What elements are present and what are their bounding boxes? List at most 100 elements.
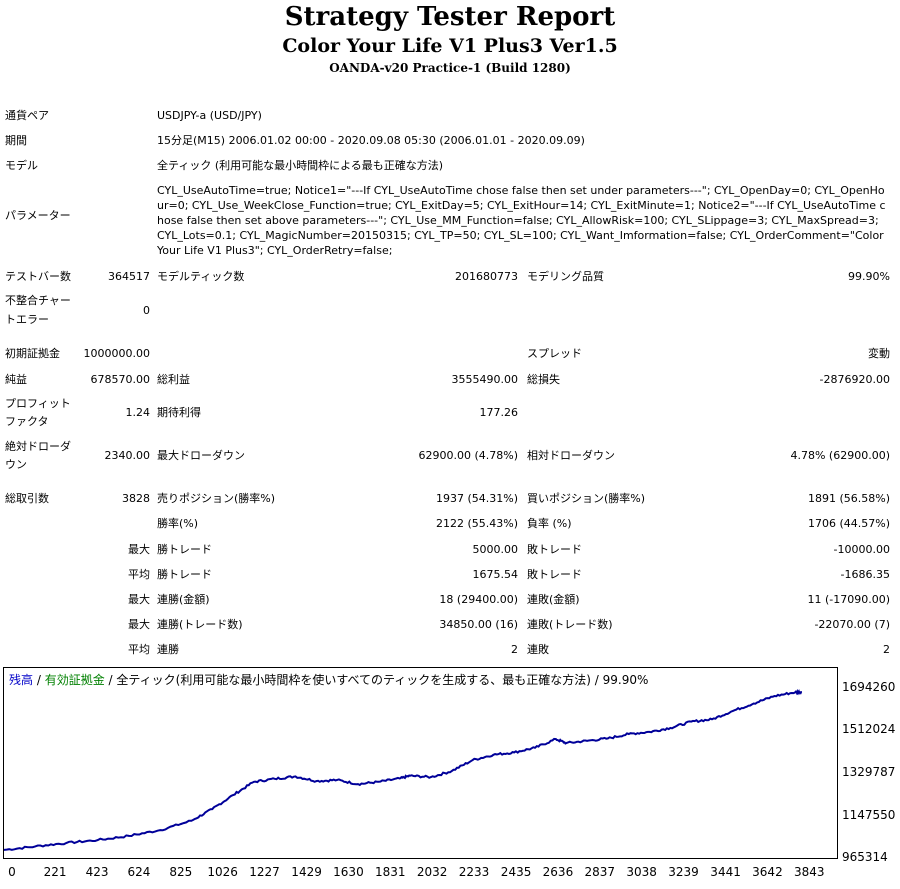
max-prefix-1: 最大 — [128, 593, 150, 606]
deposit-value: 1000000.00 — [83, 347, 150, 360]
largest-win-value: 5000.00 — [472, 543, 519, 556]
largest-prefix: 最大 — [128, 543, 150, 556]
balance-point — [294, 775, 297, 778]
x-tick-label: 3843 — [794, 865, 825, 879]
x-tick-label: 1026 — [207, 865, 238, 879]
x-tick-label: 221 — [43, 865, 67, 879]
total-trades-value: 3828 — [122, 492, 150, 505]
legend-separator: / — [104, 673, 117, 687]
report-subtitle: Color Your Life V1 Plus3 Ver1.5 — [282, 35, 618, 57]
balance-point — [565, 742, 568, 744]
avg-prefix-2: 平均 — [128, 643, 150, 656]
x-tick-label: 1227 — [249, 865, 280, 879]
x-tick-label: 3239 — [668, 865, 699, 879]
bars-value: 364517 — [108, 270, 150, 283]
balance-point — [555, 738, 557, 740]
mismatch-value: 0 — [143, 304, 150, 317]
chart-legend: 残高 / 有効証拠金 / 全ティック(利用可能な最小時間枠を使いすべてのティック… — [9, 672, 648, 688]
balance-point — [752, 702, 755, 705]
legend-balance: 残高 — [9, 673, 34, 687]
avg-cons-losses-value: 2 — [883, 643, 890, 656]
max-cons-profit-value: 34850.00 (16) — [439, 618, 518, 631]
balance-point — [800, 691, 802, 693]
largest-win-label: 勝トレード — [157, 543, 212, 556]
rel-dd-label: 相対ドローダウン — [527, 449, 615, 462]
symbol-value: USDJPY-a (USD/JPY) — [157, 109, 262, 122]
rel-dd-value: 4.78% (62900.00) — [790, 449, 890, 462]
max-cons-losses-value: 11 (-17090.00) — [807, 593, 890, 606]
long-value: 1891 (56.58%) — [807, 492, 890, 505]
balance-point — [357, 783, 359, 785]
balance-point — [4, 849, 5, 851]
abs-dd-label-2: ウン — [5, 458, 27, 471]
balance-series-line — [4, 688, 803, 851]
balance-point — [471, 759, 474, 761]
x-tick-label: 825 — [169, 865, 193, 879]
largest-loss-label: 敗トレード — [527, 543, 582, 556]
ticks-value: 201680773 — [455, 270, 518, 283]
chart-plot — [4, 688, 803, 851]
spread-value: 変動 — [868, 347, 890, 360]
avg-cons-losses-label: 連敗 — [527, 643, 549, 656]
net-value: 678570.00 — [90, 373, 151, 386]
y-tick-label: 1329787 — [842, 765, 896, 779]
abs-dd-value: 2340.00 — [104, 449, 151, 462]
pf-value: 1.24 — [125, 406, 151, 419]
params-value: CYL_UseAutoTime=true; Notice1="---If CYL… — [157, 184, 886, 257]
balance-point — [336, 779, 339, 781]
balance-point — [534, 747, 536, 749]
avg-win-value: 1675.54 — [472, 568, 519, 581]
max-cons-profit-label: 連勝(トレード数) — [157, 618, 243, 631]
balance-point — [34, 845, 36, 848]
y-tick-label: 1694260 — [842, 680, 896, 694]
win-rate-value: 2122 (55.43%) — [435, 517, 518, 530]
balance-point — [732, 710, 734, 712]
long-label: 買いポジション(勝率%) — [527, 492, 646, 505]
balance-point — [430, 776, 432, 778]
balance-point — [273, 778, 276, 780]
bars-label: テストバー数 — [5, 270, 71, 283]
expected-label: 期待利得 — [157, 406, 201, 419]
deposit-label: 初期証拠金 — [5, 347, 60, 360]
largest-loss-value: -10000.00 — [833, 543, 890, 556]
balance-point — [773, 695, 776, 697]
x-tick-label: 3642 — [752, 865, 783, 879]
x-tick-label: 423 — [85, 865, 109, 879]
balance-point — [65, 842, 68, 844]
x-tick-label: 1831 — [375, 865, 406, 879]
pf-label-1: プロフィット — [5, 397, 71, 410]
max-cons-loss-label: 連敗(トレード数) — [527, 618, 613, 631]
period-label: 期間 — [5, 134, 27, 147]
gross-loss-value: -2876920.00 — [819, 373, 890, 386]
avg-loss-value: -1686.35 — [840, 568, 890, 581]
x-tick-label: 0 — [8, 865, 16, 879]
average-prefix: 平均 — [128, 568, 150, 581]
balance-chart: 残高 / 有効証拠金 / 全ティック(利用可能な最小時間枠を使いすべてのティック… — [3, 667, 838, 859]
balance-point — [96, 839, 99, 841]
balance-point — [211, 808, 214, 810]
balance-point — [190, 820, 193, 822]
max-cons-wins-value: 18 (29400.00) — [439, 593, 518, 606]
avg-loss-label: 敗トレード — [527, 568, 582, 581]
max-prefix-2: 最大 — [128, 618, 150, 631]
balance-point — [513, 751, 515, 754]
legend-separator: / — [33, 673, 45, 687]
x-tick-label: 1630 — [333, 865, 364, 879]
balance-point — [315, 780, 318, 782]
avg-cons-wins-value: 2 — [511, 643, 518, 656]
max-cons-loss-value: -22070.00 (7) — [814, 618, 890, 631]
pf-label-2: ファクタ — [5, 415, 49, 428]
y-tick-label: 1512024 — [842, 722, 896, 737]
x-tick-label: 2032 — [416, 865, 448, 879]
max-dd-value: 62900.00 (4.78%) — [418, 449, 518, 462]
balance-point — [648, 731, 651, 733]
x-tick-label: 624 — [127, 865, 151, 879]
report-title: Strategy Tester Report — [284, 2, 616, 32]
period-value: 15分足(M15) 2006.01.02 00:00 - 2020.09.08 … — [157, 134, 585, 147]
x-tick-label: 2636 — [542, 865, 574, 879]
server-info: OANDA-v20 Practice-1 (Build 1280) — [329, 61, 571, 75]
x-tick-label: 3441 — [710, 865, 741, 879]
short-label: 売りポジション(勝率%) — [157, 492, 276, 505]
loss-rate-label: 負率 (%) — [527, 517, 572, 530]
balance-point — [159, 829, 161, 831]
